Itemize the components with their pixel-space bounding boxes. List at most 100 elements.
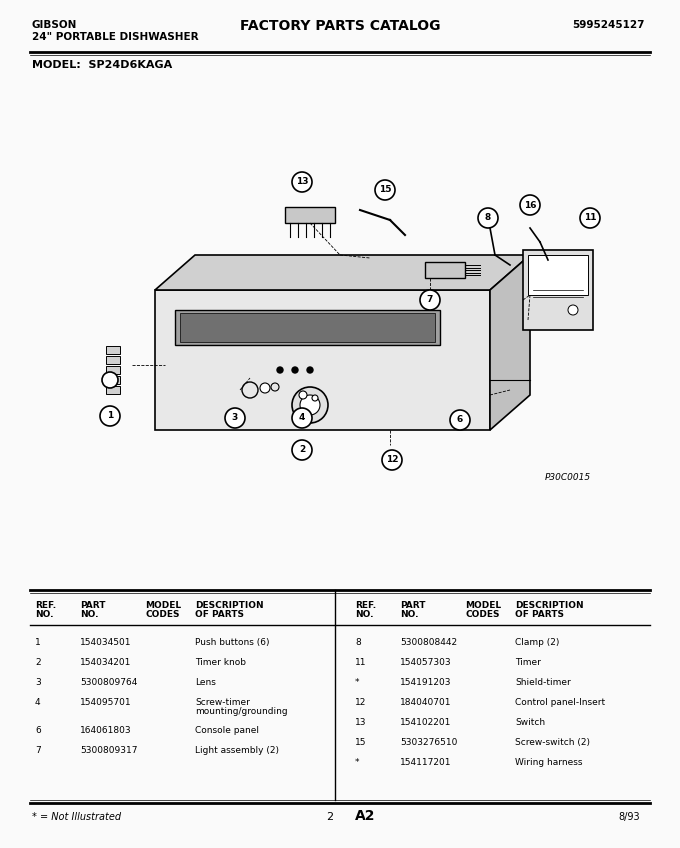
Text: Lens: Lens [195,678,216,687]
Text: 4: 4 [35,698,41,707]
Text: NO.: NO. [355,610,373,619]
Text: Screw-timer: Screw-timer [195,698,250,707]
Bar [106,366,120,374]
Text: 15: 15 [355,738,367,747]
Text: 154034501: 154034501 [80,638,131,647]
Polygon shape [175,310,440,345]
Text: *: * [355,758,360,767]
Text: PART: PART [400,601,426,610]
Text: 15: 15 [379,186,391,194]
Text: Switch: Switch [515,718,545,727]
Text: 2: 2 [326,812,334,822]
Text: 6: 6 [457,416,463,425]
Circle shape [100,406,120,426]
Circle shape [225,408,245,428]
Text: Light assembly (2): Light assembly (2) [195,746,279,755]
Text: 5300808442: 5300808442 [400,638,457,647]
Text: Timer: Timer [515,658,541,667]
Circle shape [292,440,312,460]
Circle shape [375,180,395,200]
Text: 12: 12 [355,698,367,707]
Text: OF PARTS: OF PARTS [195,610,244,619]
Circle shape [292,172,312,192]
Bar [106,346,120,354]
Bar [106,376,120,384]
Text: 7: 7 [427,295,433,304]
Text: NO.: NO. [400,610,418,619]
Circle shape [102,372,118,388]
Text: Push buttons (6): Push buttons (6) [195,638,269,647]
Text: CODES: CODES [465,610,500,619]
Circle shape [568,305,578,315]
Text: 24" PORTABLE DISHWASHER: 24" PORTABLE DISHWASHER [32,32,199,42]
Text: 3: 3 [232,414,238,422]
Bar [106,356,120,364]
Text: DESCRIPTION: DESCRIPTION [515,601,583,610]
Text: 7: 7 [35,746,41,755]
Text: 5300809317: 5300809317 [80,746,137,755]
Circle shape [382,450,402,470]
Text: MODEL: MODEL [465,601,501,610]
Text: OF PARTS: OF PARTS [515,610,564,619]
Circle shape [300,395,320,415]
Text: NO.: NO. [35,610,54,619]
Polygon shape [180,313,435,342]
Text: 16: 16 [524,200,537,209]
Text: 5303276510: 5303276510 [400,738,458,747]
Text: 8/93: 8/93 [618,812,640,822]
Text: 11: 11 [583,214,596,222]
Text: 6: 6 [35,726,41,735]
Circle shape [292,367,298,373]
Text: FACTORY PARTS CATALOG: FACTORY PARTS CATALOG [240,19,440,33]
Text: 13: 13 [296,177,308,187]
Text: 2: 2 [35,658,41,667]
Text: MODEL:  SP24D6KAGA: MODEL: SP24D6KAGA [32,60,172,70]
Text: Wiring harness: Wiring harness [515,758,583,767]
Text: 2: 2 [299,445,305,455]
Text: * = Not Illustrated: * = Not Illustrated [32,812,121,822]
Circle shape [478,208,498,228]
Polygon shape [490,255,530,430]
Text: 154057303: 154057303 [400,658,452,667]
Circle shape [450,410,470,430]
Bar [523,250,593,330]
Text: Timer knob: Timer knob [195,658,246,667]
Text: Shield-timer: Shield-timer [515,678,571,687]
Text: 3: 3 [35,678,41,687]
Text: *: * [355,678,360,687]
Circle shape [299,391,307,399]
Text: 154117201: 154117201 [400,758,452,767]
Circle shape [242,382,258,398]
Bar [528,255,588,295]
Bar [285,207,335,223]
Circle shape [260,383,270,393]
Text: Control panel-Insert: Control panel-Insert [515,698,605,707]
Circle shape [307,367,313,373]
Circle shape [580,208,600,228]
Circle shape [292,408,312,428]
Bar [106,386,120,394]
Text: 11: 11 [355,658,367,667]
Text: MODEL: MODEL [145,601,181,610]
Text: 1: 1 [107,411,113,421]
Text: 154102201: 154102201 [400,718,452,727]
Text: 8: 8 [355,638,361,647]
Text: Clamp (2): Clamp (2) [515,638,560,647]
Circle shape [312,395,318,401]
Text: 5300809764: 5300809764 [80,678,137,687]
Text: REF.: REF. [35,601,56,610]
Bar [425,262,465,278]
Circle shape [292,387,328,423]
Text: NO.: NO. [80,610,99,619]
Text: 13: 13 [355,718,367,727]
Text: P30C0015: P30C0015 [545,473,591,482]
Text: Console panel: Console panel [195,726,259,735]
Text: 8: 8 [485,214,491,222]
Circle shape [277,367,283,373]
Text: 184040701: 184040701 [400,698,452,707]
Text: GIBSON: GIBSON [32,20,78,30]
Text: mounting/grounding: mounting/grounding [195,707,288,716]
Text: CODES: CODES [145,610,180,619]
Text: 1: 1 [35,638,41,647]
Text: 154191203: 154191203 [400,678,452,687]
